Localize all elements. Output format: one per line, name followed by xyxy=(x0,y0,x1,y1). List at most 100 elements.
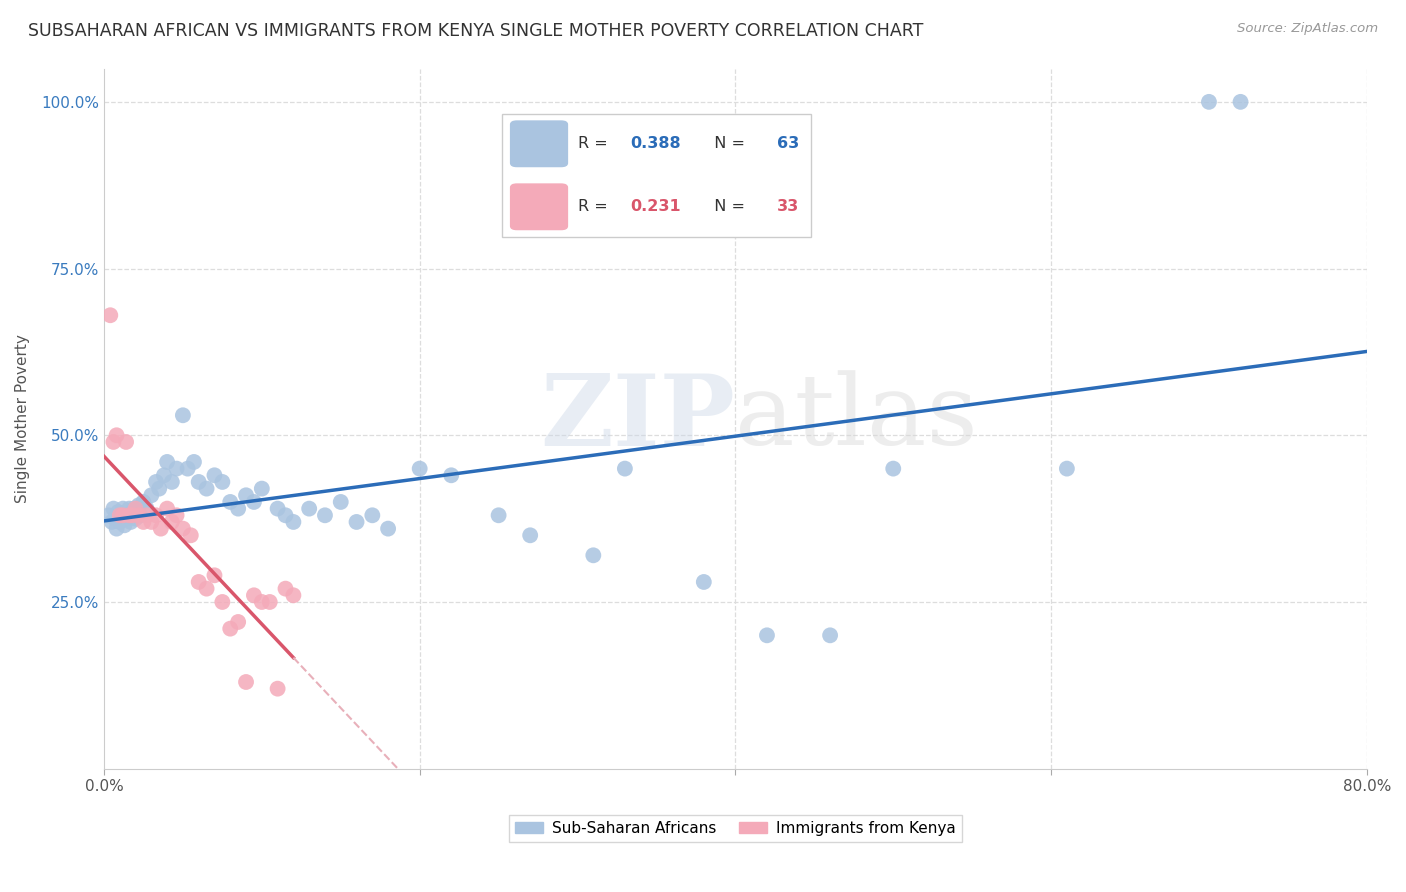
Point xyxy=(108,508,131,523)
FancyBboxPatch shape xyxy=(510,121,568,167)
Point xyxy=(101,515,124,529)
Point xyxy=(226,615,249,629)
Point xyxy=(121,508,143,523)
Point xyxy=(180,528,202,542)
Text: R =: R = xyxy=(578,199,613,214)
Y-axis label: Single Mother Poverty: Single Mother Poverty xyxy=(15,334,30,503)
Point xyxy=(298,501,321,516)
Point xyxy=(613,461,636,475)
Text: R =: R = xyxy=(578,136,613,152)
Point xyxy=(187,574,209,589)
Point xyxy=(235,675,257,690)
Point xyxy=(361,508,384,523)
Point xyxy=(882,461,904,475)
Point xyxy=(135,501,157,516)
Point xyxy=(172,409,194,423)
Point xyxy=(211,475,233,489)
Point xyxy=(97,508,120,523)
Text: 0.388: 0.388 xyxy=(630,136,681,152)
Point xyxy=(582,549,605,563)
Text: 63: 63 xyxy=(778,136,800,152)
Point xyxy=(243,588,266,602)
Point xyxy=(103,501,125,516)
Point xyxy=(141,515,163,529)
Point xyxy=(132,515,155,529)
Point xyxy=(124,501,146,516)
Point xyxy=(283,588,305,602)
Point xyxy=(187,475,209,489)
Point xyxy=(219,495,242,509)
Point xyxy=(114,518,136,533)
Text: 0.231: 0.231 xyxy=(630,199,681,214)
Point xyxy=(1056,461,1078,475)
Point xyxy=(204,568,226,582)
Point xyxy=(128,498,150,512)
Point xyxy=(128,508,150,523)
Point xyxy=(124,511,146,525)
Point xyxy=(166,508,188,523)
Point xyxy=(127,505,149,519)
Point xyxy=(195,482,218,496)
Point xyxy=(103,434,125,449)
Point xyxy=(132,495,155,509)
Point xyxy=(115,434,138,449)
Point xyxy=(259,595,281,609)
Point xyxy=(818,628,841,642)
Point xyxy=(104,511,127,525)
Point xyxy=(204,468,226,483)
Point xyxy=(156,501,179,516)
Point xyxy=(314,508,336,523)
Point xyxy=(219,622,242,636)
FancyBboxPatch shape xyxy=(502,114,811,236)
Text: SUBSAHARAN AFRICAN VS IMMIGRANTS FROM KENYA SINGLE MOTHER POVERTY CORRELATION CH: SUBSAHARAN AFRICAN VS IMMIGRANTS FROM KE… xyxy=(28,22,924,40)
Point xyxy=(118,508,141,523)
Point xyxy=(266,501,288,516)
Point xyxy=(148,482,170,496)
Point xyxy=(329,495,352,509)
Point xyxy=(153,468,176,483)
Point xyxy=(226,501,249,516)
Point xyxy=(107,505,129,519)
Point xyxy=(346,515,368,529)
Point xyxy=(98,308,121,322)
Point xyxy=(145,508,167,523)
Point xyxy=(377,522,399,536)
Point xyxy=(115,511,138,525)
Point xyxy=(105,522,128,536)
Point xyxy=(408,461,430,475)
Point xyxy=(110,508,132,523)
Point xyxy=(117,508,139,523)
FancyBboxPatch shape xyxy=(510,184,568,229)
Point xyxy=(176,461,198,475)
Text: ZIP: ZIP xyxy=(540,370,735,467)
Point xyxy=(141,488,163,502)
Point xyxy=(440,468,463,483)
Text: N =: N = xyxy=(704,136,749,152)
Point xyxy=(250,595,273,609)
Point xyxy=(755,628,778,642)
Point xyxy=(160,475,183,489)
Point xyxy=(250,482,273,496)
Text: atlas: atlas xyxy=(735,371,979,467)
Text: 33: 33 xyxy=(778,199,800,214)
Point xyxy=(211,595,233,609)
Point xyxy=(156,455,179,469)
Point xyxy=(118,501,141,516)
Point xyxy=(519,528,541,542)
Point xyxy=(266,681,288,696)
Point xyxy=(120,515,142,529)
Point xyxy=(149,522,172,536)
Text: Source: ZipAtlas.com: Source: ZipAtlas.com xyxy=(1237,22,1378,36)
Point xyxy=(105,428,128,442)
Text: N =: N = xyxy=(704,199,749,214)
Point xyxy=(183,455,205,469)
Point xyxy=(160,515,183,529)
Point xyxy=(283,515,305,529)
Legend: Sub-Saharan Africans, Immigrants from Kenya: Sub-Saharan Africans, Immigrants from Ke… xyxy=(509,814,962,842)
Point xyxy=(274,582,297,596)
Point xyxy=(111,501,134,516)
Point xyxy=(274,508,297,523)
Point xyxy=(122,501,145,516)
Point xyxy=(108,515,131,529)
Point xyxy=(235,488,257,502)
